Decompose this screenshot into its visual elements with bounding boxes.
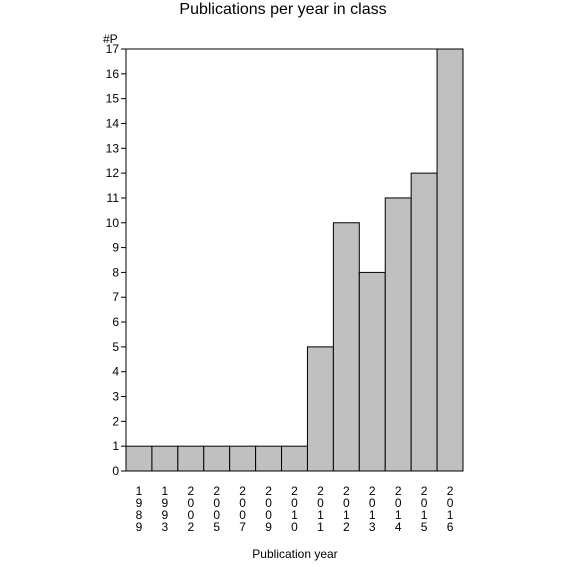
bar-1993 xyxy=(151,445,179,472)
y-tick-label: 14 xyxy=(106,116,120,130)
bar-2005 xyxy=(203,445,231,472)
x-axis-label: Publication year xyxy=(252,547,337,561)
y-tick-label: 11 xyxy=(107,191,120,205)
bar-2014 xyxy=(384,197,412,472)
y-tick-label: 17 xyxy=(106,42,120,56)
y-tick-label: 15 xyxy=(106,92,120,106)
bar-2009 xyxy=(255,445,283,472)
y-tick-label: 2 xyxy=(112,414,119,428)
bar-2012 xyxy=(332,222,360,472)
bar-2007 xyxy=(229,445,257,472)
y-tick-label: 10 xyxy=(106,216,120,230)
y-tick-label: 6 xyxy=(112,315,119,329)
y-tick-label: 1 xyxy=(112,439,119,453)
bar-2011 xyxy=(306,346,334,472)
bar-2002 xyxy=(177,445,205,472)
bar-2015 xyxy=(410,172,438,472)
bar-1989 xyxy=(125,445,153,472)
y-tick-label: 4 xyxy=(112,365,119,379)
y-tick-label: 12 xyxy=(106,166,120,180)
bars-group xyxy=(125,48,464,472)
y-tick-label: 3 xyxy=(112,390,119,404)
bar-2010 xyxy=(281,445,308,472)
y-tick-label: 7 xyxy=(112,290,119,304)
y-tick-label: 16 xyxy=(106,67,120,81)
y-tick-label: 9 xyxy=(112,241,119,255)
bar-2013 xyxy=(358,271,386,472)
bar-2016 xyxy=(436,48,464,472)
y-tick-label: 0 xyxy=(112,464,119,478)
x-axis: 1 9 8 9 1 9 9 3 2 0 0 2 2 0 0 5 2 0 0 7 2 0 0 9 2 0 1 0 2 0 1 1 2 0 1 2 2 0 1 3… xyxy=(136,484,454,534)
chart-title: Publications per year in class xyxy=(179,1,386,18)
y-tick-label: 5 xyxy=(112,340,119,354)
y-tick-label: 13 xyxy=(106,141,120,155)
y-tick-label: 8 xyxy=(112,265,119,279)
y-axis-label: #P xyxy=(103,32,118,46)
